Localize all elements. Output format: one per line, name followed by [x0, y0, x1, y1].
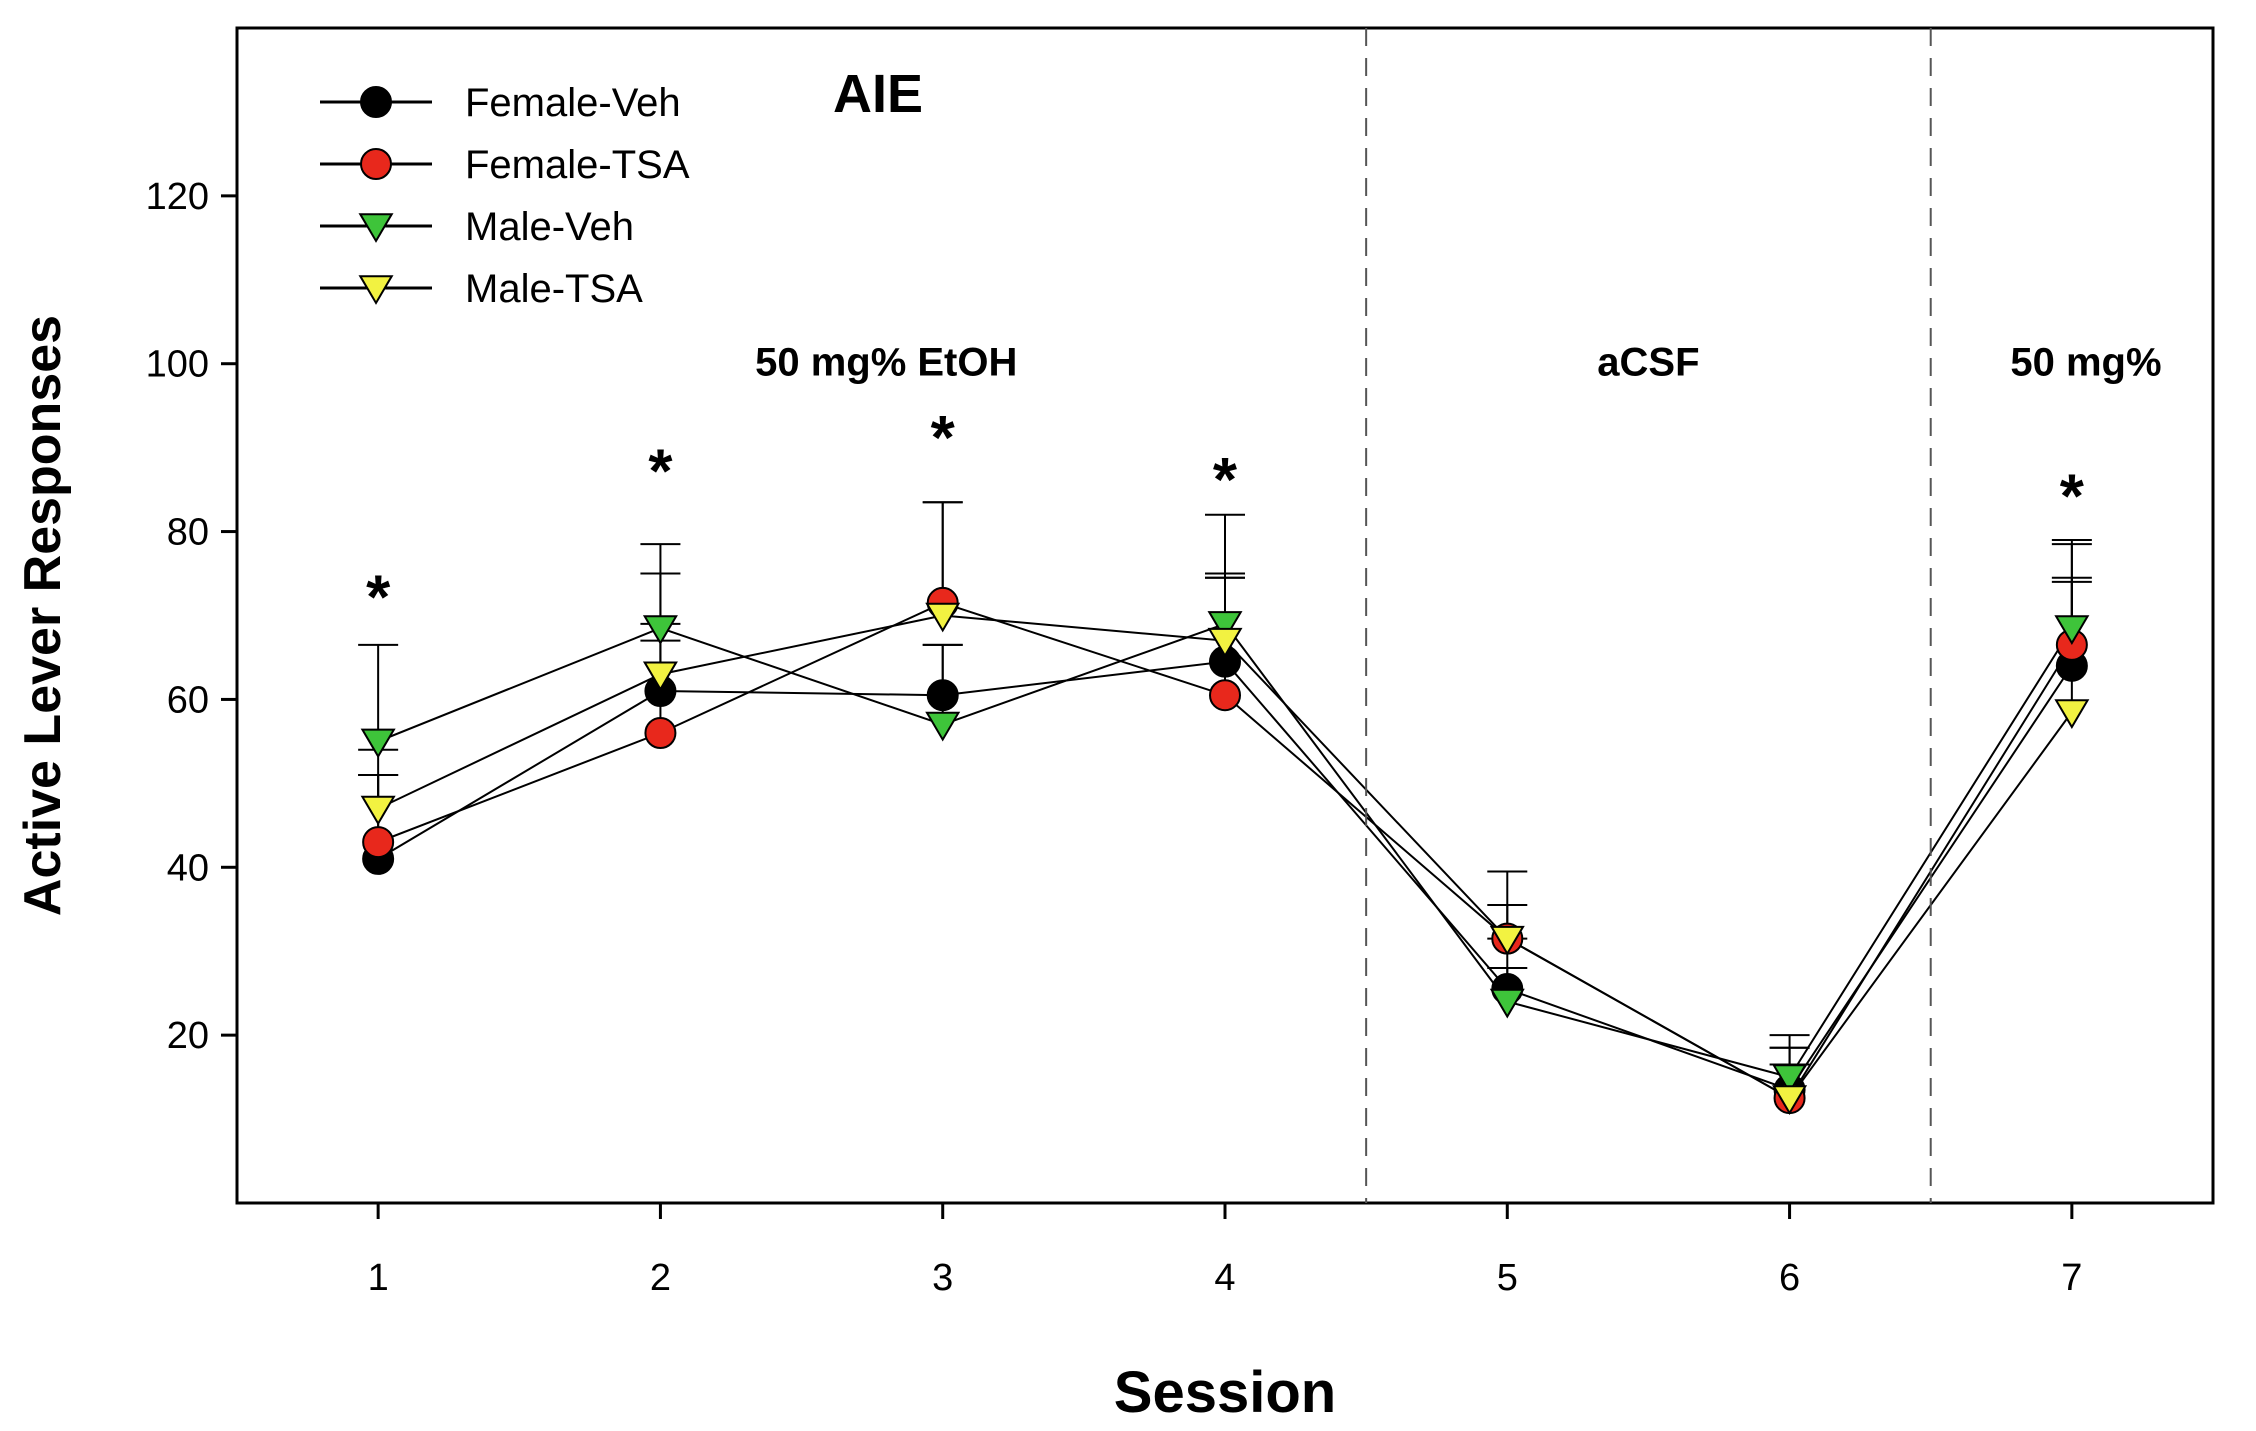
y-tick-label-80: 80 [167, 512, 209, 554]
point-male-tsa-7 [2054, 699, 2090, 729]
x-tick-label-1: 1 [368, 1257, 389, 1299]
x-tick-label-4: 4 [1214, 1257, 1235, 1299]
legend-label: Male-TSA [465, 267, 643, 311]
chart-title: AIE [833, 64, 923, 124]
markers-layer [360, 586, 2090, 1116]
x-tick-label-7: 7 [2061, 1257, 2082, 1299]
point-male-tsa-5 [1489, 925, 1525, 956]
point-female-veh-3 [926, 679, 959, 712]
phase-label-1: 50 mg% EtOH [755, 341, 1017, 385]
y-axis-title: Active Lever Responses [14, 315, 72, 916]
y-tick-label-20: 20 [167, 1015, 209, 1057]
point-male-veh-6 [1772, 1064, 1808, 1095]
phase-label-3: 50 mg% [2010, 341, 2161, 385]
y-tick-label-60: 60 [167, 679, 209, 721]
point-male-tsa-1 [360, 795, 396, 826]
significance-asterisk-4: * [1213, 446, 1238, 515]
point-male-tsa-3 [925, 602, 961, 633]
point-male-veh-2 [642, 615, 678, 646]
legend-label: Female-TSA [465, 143, 690, 187]
axes-layer [221, 26, 2215, 1219]
legend-label: Male-Veh [465, 205, 634, 249]
x-tick-label-6: 6 [1779, 1257, 1800, 1299]
legend-marker [360, 148, 392, 180]
point-male-tsa-2 [642, 661, 678, 692]
legend-entry-male-veh: Male-Veh [320, 205, 634, 249]
point-female-tsa-2 [644, 717, 677, 749]
y-tick-label-100: 100 [146, 344, 209, 386]
point-female-tsa-4 [1209, 679, 1241, 712]
legend-label: Female-Veh [465, 81, 681, 125]
legend-marker [358, 213, 394, 243]
legend-marker [360, 86, 392, 118]
point-female-tsa-1 [362, 826, 395, 859]
x-tick-label-5: 5 [1497, 1257, 1518, 1299]
point-male-tsa-6 [1772, 1085, 1808, 1116]
point-male-veh-5 [1489, 988, 1525, 1019]
x-tick-label-3: 3 [932, 1257, 953, 1299]
legend: Female-Veh Female-TSA Male-Veh Male-TSA [320, 81, 690, 311]
point-male-veh-1 [360, 728, 396, 759]
point-male-tsa-4 [1207, 627, 1243, 658]
significance-asterisk-7: * [2060, 463, 2085, 532]
x-tick-label-2: 2 [650, 1257, 671, 1299]
y-tick-label-40: 40 [167, 847, 209, 889]
significance-asterisk-1: * [366, 563, 391, 632]
x-axis-title: Session [1114, 1360, 1336, 1425]
legend-entry-female-tsa: Female-TSA [320, 143, 690, 187]
point-male-veh-3 [925, 711, 961, 742]
series-line-female-veh [377, 660, 2073, 1091]
y-tick-label-120: 120 [146, 176, 209, 218]
legend-entry-male-tsa: Male-TSA [320, 267, 643, 311]
legend-marker [358, 275, 394, 305]
point-male-veh-7 [2054, 615, 2090, 646]
point-male-veh-4 [1207, 611, 1243, 641]
phase-label-2: aCSF [1597, 341, 1699, 385]
legend-entry-female-veh: Female-Veh [320, 81, 681, 125]
significance-asterisk-3: * [931, 404, 956, 473]
significance-asterisk-2: * [648, 437, 673, 506]
error-bar-male-veh-1 [358, 643, 399, 742]
labels-layer: 1 2 3 4 5 6 7 20 40 60 80 100 120 Session Active Lever… [14, 64, 2162, 1425]
